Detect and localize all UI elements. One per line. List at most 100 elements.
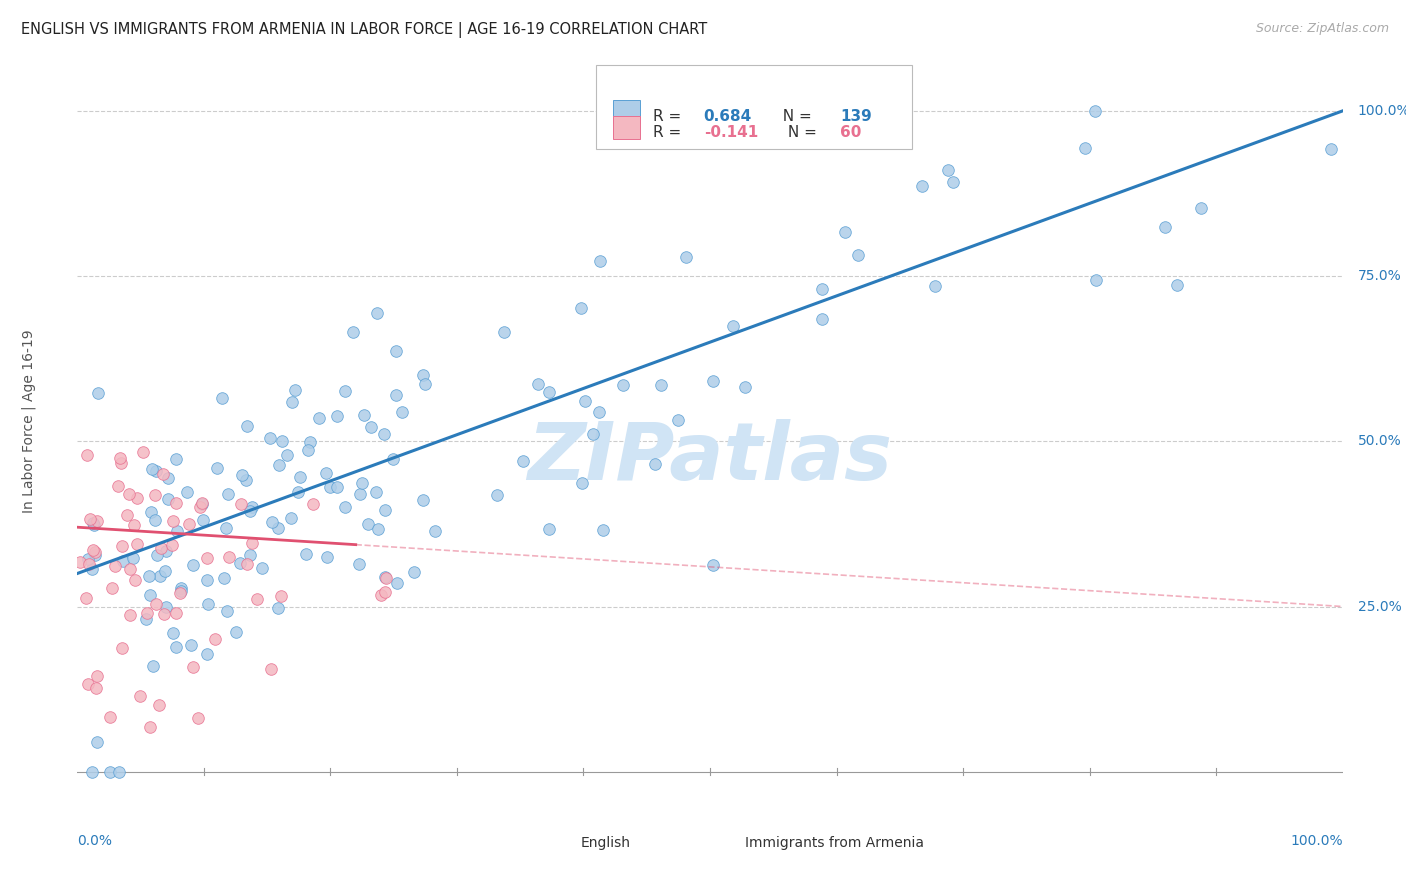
Point xyxy=(385,343,408,358)
Point xyxy=(589,254,612,268)
Point xyxy=(156,491,179,506)
FancyBboxPatch shape xyxy=(707,832,735,854)
Point xyxy=(270,590,292,604)
Point xyxy=(413,377,436,392)
Point xyxy=(582,426,605,441)
Point xyxy=(412,368,434,382)
Point xyxy=(308,410,330,425)
Point xyxy=(1166,277,1188,292)
Point xyxy=(486,488,509,502)
Point xyxy=(176,484,198,499)
Point xyxy=(205,461,228,475)
Point xyxy=(136,607,159,621)
Point xyxy=(141,462,163,476)
Point xyxy=(82,562,104,576)
Point xyxy=(299,434,322,449)
Point xyxy=(87,385,110,400)
Point xyxy=(236,418,259,433)
Point xyxy=(527,376,550,391)
Point xyxy=(110,451,132,466)
Point xyxy=(169,585,191,599)
Point xyxy=(115,508,138,522)
Point xyxy=(315,550,337,565)
Text: 0.0%: 0.0% xyxy=(77,834,112,848)
Point xyxy=(162,626,184,640)
Point xyxy=(260,662,283,676)
Point xyxy=(734,380,756,394)
Point xyxy=(350,476,373,491)
Point xyxy=(374,570,396,584)
Point xyxy=(574,393,596,408)
Point xyxy=(239,548,262,562)
Point xyxy=(1084,104,1107,119)
Point xyxy=(811,312,834,326)
Point xyxy=(218,549,240,564)
Point xyxy=(360,420,382,434)
Point xyxy=(165,451,187,466)
Text: -0.141: -0.141 xyxy=(704,125,758,140)
Point xyxy=(76,448,98,462)
Point xyxy=(259,431,281,445)
Point xyxy=(911,178,934,193)
Point xyxy=(107,479,129,493)
Point xyxy=(612,378,634,392)
Point xyxy=(267,600,290,615)
Point xyxy=(145,488,167,502)
Point xyxy=(111,540,134,554)
Point xyxy=(84,681,107,696)
Point xyxy=(412,492,434,507)
Point xyxy=(364,484,387,499)
Point xyxy=(110,456,132,470)
Point xyxy=(267,458,290,472)
Point xyxy=(195,647,218,661)
Point xyxy=(215,521,238,535)
Point xyxy=(139,587,162,601)
Point xyxy=(77,557,100,571)
Point xyxy=(166,524,188,538)
Point xyxy=(76,551,98,566)
Point xyxy=(644,457,666,471)
FancyBboxPatch shape xyxy=(613,100,641,123)
Point xyxy=(1073,141,1095,155)
Point xyxy=(373,426,395,441)
Point xyxy=(592,523,614,537)
Point xyxy=(217,487,239,501)
Point xyxy=(250,561,273,575)
Point xyxy=(326,480,349,494)
Point xyxy=(569,301,592,316)
Point xyxy=(193,513,215,527)
Text: English: English xyxy=(581,836,631,850)
Point xyxy=(335,384,357,399)
Text: 100.0%: 100.0% xyxy=(1291,834,1343,848)
Text: Immigrants from Armenia: Immigrants from Armenia xyxy=(745,836,925,850)
Text: N =: N = xyxy=(773,109,817,124)
Point xyxy=(512,454,534,468)
Point xyxy=(82,516,104,530)
Point xyxy=(374,503,396,517)
Point xyxy=(195,550,218,565)
Text: 50.0%: 50.0% xyxy=(1358,434,1402,449)
Point xyxy=(276,448,298,462)
Point xyxy=(347,557,370,571)
FancyBboxPatch shape xyxy=(596,65,912,149)
Point xyxy=(260,515,283,529)
Point xyxy=(271,434,294,449)
Point xyxy=(129,689,152,703)
Point xyxy=(326,409,349,424)
Point xyxy=(148,698,170,713)
Point xyxy=(165,607,187,621)
Point xyxy=(288,470,311,484)
Text: ZIPatlas: ZIPatlas xyxy=(527,419,893,497)
Point xyxy=(834,225,856,239)
Text: 100.0%: 100.0% xyxy=(1358,103,1406,118)
Text: 60: 60 xyxy=(841,125,862,140)
Point xyxy=(404,565,426,579)
Point xyxy=(86,669,108,683)
Point xyxy=(152,467,174,482)
Text: Source: ZipAtlas.com: Source: ZipAtlas.com xyxy=(1256,22,1389,36)
Text: In Labor Force | Age 16-19: In Labor Force | Age 16-19 xyxy=(22,330,37,513)
Point xyxy=(374,584,396,599)
Point xyxy=(110,641,132,656)
Point xyxy=(302,498,325,512)
Text: ENGLISH VS IMMIGRANTS FROM ARMENIA IN LABOR FORCE | AGE 16-19 CORRELATION CHART: ENGLISH VS IMMIGRANTS FROM ARMENIA IN LA… xyxy=(21,22,707,38)
